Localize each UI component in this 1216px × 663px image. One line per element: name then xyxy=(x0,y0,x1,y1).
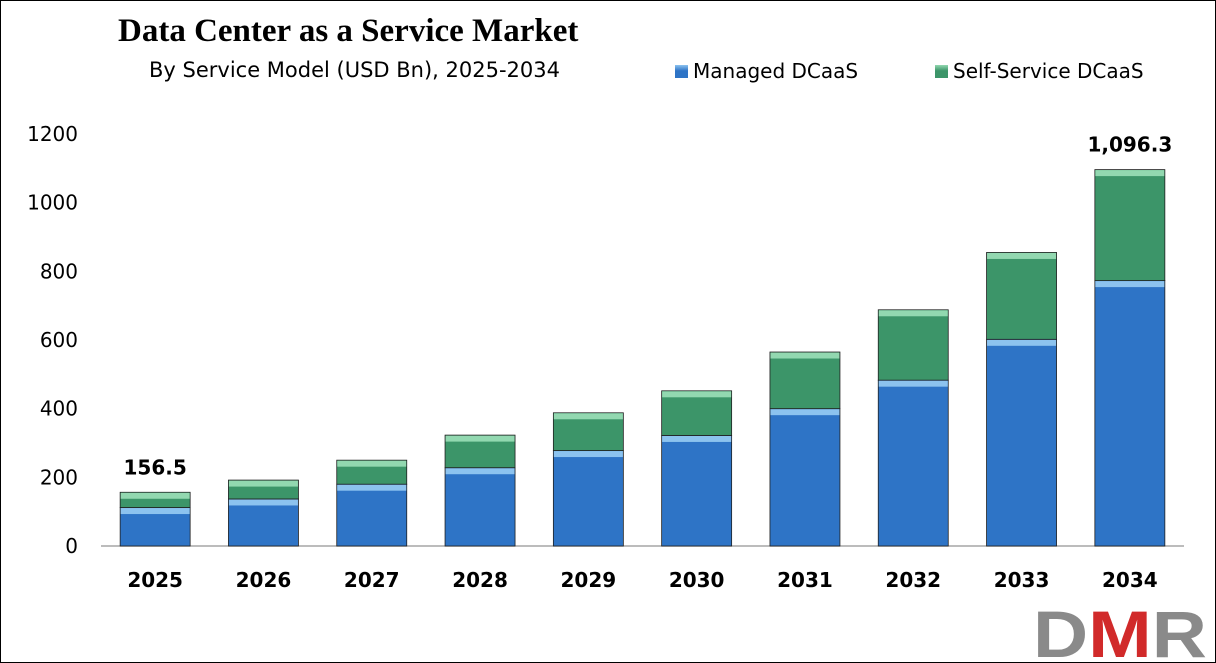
bar-highlight xyxy=(445,435,515,442)
bar-managed-2032 xyxy=(877,379,949,547)
legend-label-managed: Managed DCaaS xyxy=(693,59,859,83)
bar-self-service-2025 xyxy=(119,491,191,508)
bar-highlight xyxy=(770,352,840,359)
y-tick-label: 1000 xyxy=(27,191,78,215)
bar-segment xyxy=(769,351,841,410)
bar-self-service-2034 xyxy=(1094,169,1166,282)
legend-swatch-self-service xyxy=(935,64,948,78)
bar-managed-2034 xyxy=(1094,280,1166,547)
logo-letter: M xyxy=(1088,599,1152,661)
bar-highlight xyxy=(1095,281,1165,288)
bar-segment xyxy=(1094,169,1166,282)
x-tick-label-2033: 2033 xyxy=(994,568,1050,592)
bar-managed-2031 xyxy=(769,408,841,547)
bar-highlight xyxy=(987,339,1057,346)
bar-self-service-2029 xyxy=(552,412,624,451)
bar-highlight xyxy=(120,508,190,515)
bar-highlight xyxy=(228,480,298,487)
bar-managed-2028 xyxy=(444,467,516,547)
chart-subtitle: By Service Model (USD Bn), 2025-2034 xyxy=(149,58,560,82)
y-tick-label: 400 xyxy=(40,397,78,421)
bar-segment xyxy=(769,408,841,547)
legend-item-managed: Managed DCaaS xyxy=(675,58,858,84)
bar-highlight xyxy=(878,380,948,387)
bar-managed-2030 xyxy=(661,435,733,547)
x-tick-label-2034: 2034 xyxy=(1102,568,1158,592)
x-tick-label-2029: 2029 xyxy=(561,568,617,592)
x-tick-label-2027: 2027 xyxy=(344,568,400,592)
bar-self-service-2032 xyxy=(877,309,949,381)
bar-segment xyxy=(877,309,949,381)
bar-self-service-2030 xyxy=(661,390,733,436)
bar-highlight xyxy=(770,409,840,416)
bar-segment xyxy=(877,379,949,547)
bar-segment xyxy=(661,435,733,547)
bar-managed-2029 xyxy=(552,450,624,547)
logo-letter: R xyxy=(1152,599,1207,661)
bar-highlight xyxy=(662,435,732,442)
bar-segment xyxy=(228,498,299,547)
bar-highlight xyxy=(878,310,948,317)
x-tick-label-2026: 2026 xyxy=(236,568,292,592)
y-tick-label: 0 xyxy=(65,534,78,558)
bar-self-service-2026 xyxy=(228,479,299,500)
x-tick-label-2032: 2032 xyxy=(885,568,941,592)
bar-self-service-2027 xyxy=(336,459,408,485)
logo-letter: D xyxy=(1033,599,1088,661)
total-label-2034: 1,096.3 xyxy=(1087,133,1172,157)
y-tick-label: 200 xyxy=(40,465,78,489)
y-tick-label: 600 xyxy=(40,328,78,352)
bar-highlight xyxy=(662,391,732,398)
bar-self-service-2031 xyxy=(769,351,841,410)
y-tick-label: 1200 xyxy=(27,122,78,146)
bar-highlight xyxy=(337,460,407,467)
bar-self-service-2033 xyxy=(986,252,1057,340)
bar-segment xyxy=(336,483,408,547)
bar-segment xyxy=(444,467,516,547)
x-tick-label-2030: 2030 xyxy=(669,568,725,592)
bar-highlight xyxy=(337,484,407,491)
total-label-2025: 156.5 xyxy=(124,455,187,479)
bar-managed-2027 xyxy=(336,483,408,547)
bar-segment xyxy=(986,338,1057,547)
chart-title: Data Center as a Service Market xyxy=(118,13,579,49)
bar-managed-2033 xyxy=(986,338,1057,547)
legend-label-self-service: Self-Service DCaaS xyxy=(953,59,1144,83)
bar-managed-2026 xyxy=(228,498,299,547)
legend-swatch-managed xyxy=(675,64,688,78)
bar-managed-2025 xyxy=(119,507,191,547)
y-tick-label: 800 xyxy=(40,259,78,283)
x-tick-label-2025: 2025 xyxy=(127,568,183,592)
bar-highlight xyxy=(228,499,298,506)
bar-segment xyxy=(986,252,1057,340)
bar-self-service-2028 xyxy=(444,434,516,469)
bar-segment xyxy=(1094,280,1166,547)
bar-highlight xyxy=(553,451,623,458)
bar-highlight xyxy=(553,413,623,420)
legend-item-self-service: Self-Service DCaaS xyxy=(935,58,1144,84)
x-tick-label-2028: 2028 xyxy=(452,568,508,592)
bar-highlight xyxy=(1095,170,1165,177)
bar-segment xyxy=(661,390,733,436)
bar-highlight xyxy=(120,492,190,499)
bar-segment xyxy=(552,450,624,547)
bar-highlight xyxy=(987,252,1057,259)
x-tick-label-2031: 2031 xyxy=(777,568,833,592)
bar-highlight xyxy=(445,468,515,475)
